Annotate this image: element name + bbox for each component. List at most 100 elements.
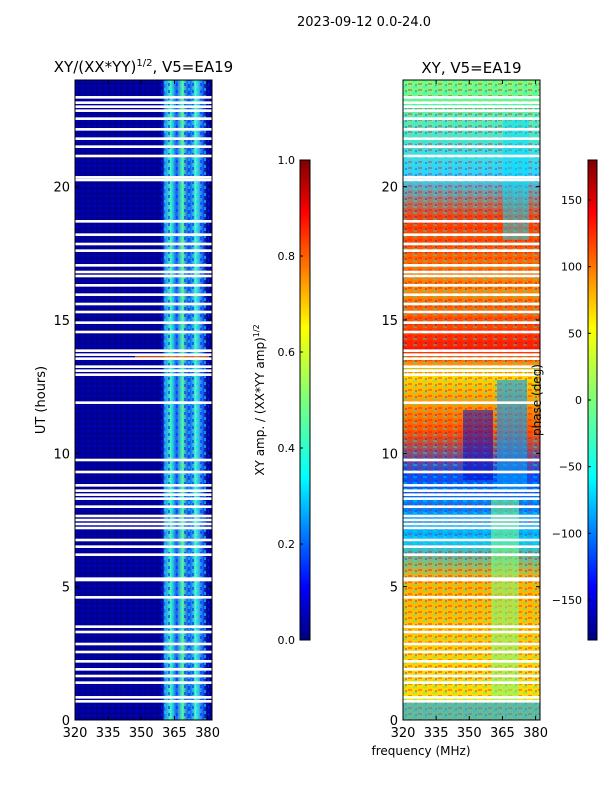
amplitude-flag-gap: [75, 674, 212, 678]
amplitude-colorbar-label-sup: 1/2: [252, 324, 261, 337]
phase-flag-gap: [403, 321, 540, 324]
phase-x-tick-label: 380: [523, 726, 548, 741]
amplitude-flag-gap: [75, 365, 212, 368]
amplitude-flag-gap: [75, 249, 212, 252]
amplitude-flag-gap: [75, 577, 212, 580]
phase-x-tick-label: 320: [391, 726, 416, 741]
amplitude-flag-gap: [75, 310, 212, 314]
amplitude-flag-gap: [75, 293, 212, 296]
amplitude-colorbar-ticks: 0.0 0.2 0.4 0.6 0.8 1.0: [278, 154, 303, 647]
phase-flag-gap: [403, 526, 540, 530]
phase-flag-gap: [403, 596, 540, 599]
phase-flag-gap: [403, 668, 540, 671]
amplitude-flag-gap: [75, 630, 212, 634]
phase-flag-gap: [403, 505, 540, 508]
phase-flag-gap: [403, 660, 540, 663]
amplitude-flag-gap: [75, 696, 212, 699]
phase-flag-gap: [403, 696, 540, 699]
phase-flag-gap: [403, 484, 540, 487]
phase-flag-gap: [403, 650, 540, 654]
amplitude-flag-gap: [75, 518, 212, 522]
amplitude-flag-gap: [75, 274, 212, 278]
amplitude-axes-frame: [74, 79, 213, 721]
phase-flag-gap: [403, 302, 540, 306]
amplitude-flag-gap: [75, 700, 212, 703]
phase-colorbar-ticks: 150 100 50 0 −50 −100 −150: [552, 194, 591, 607]
amplitude-flag-gap: [75, 538, 212, 542]
amplitude-colorbar-tick-label: 0.4: [278, 442, 296, 455]
phase-flag-gap: [403, 700, 540, 703]
amplitude-flag-gap: [75, 330, 212, 334]
amplitude-flag-gap: [75, 681, 212, 684]
amplitude-flag-gap: [75, 128, 212, 131]
amplitude-flag-gap: [75, 302, 212, 306]
phase-flag-gap: [403, 101, 540, 104]
amplitude-flag-gap: [75, 284, 212, 287]
amplitude-x-tick-label: 320: [63, 726, 88, 741]
phase-flag-gap: [403, 109, 540, 112]
amplitude-y-tick-label: 5: [62, 581, 70, 596]
phase-flag-gap: [403, 493, 540, 496]
phase-flag-gap: [403, 137, 540, 140]
amplitude-flag-gap: [75, 484, 212, 487]
phase-flag-gap: [403, 242, 540, 246]
phase-colorbar-label: phase (deg): [530, 364, 544, 436]
phase-flag-gap: [403, 176, 540, 179]
amplitude-flag-gap: [75, 545, 212, 548]
phase-flag-gap: [403, 154, 540, 158]
amplitude-flag-gap: [75, 470, 212, 474]
phase-flag-gap: [403, 681, 540, 684]
amplitude-y-tick-label: 15: [53, 314, 70, 329]
phase-flag-gap: [403, 522, 540, 526]
amplitude-flag-gap: [75, 349, 212, 352]
phase-flag-gap: [403, 310, 540, 314]
phase-flag-gap: [403, 365, 540, 368]
phase-colorbar-tick-label: −150: [552, 594, 582, 607]
amplitude-flag-gap: [75, 660, 212, 663]
amplitude-flag-gap: [75, 642, 212, 646]
amplitude-flag-gap: [75, 137, 212, 140]
phase-flag-gap: [403, 577, 540, 580]
phase-y-ticks: 0 5 10 15 20: [381, 181, 540, 729]
phase-colorbar-tick-label: 0: [575, 394, 582, 407]
amplitude-x-tick-label: 380: [195, 726, 220, 741]
phase-flag-gap: [403, 178, 540, 182]
phase-flag-gap: [403, 264, 540, 267]
amplitude-flag-gap: [75, 270, 212, 274]
amplitude-flag-gap: [75, 578, 212, 582]
x-axis-label: frequency (MHz): [371, 744, 470, 758]
phase-panel-title: XY, V5=EA19: [421, 59, 521, 77]
amplitude-colorbar-label-main: XY amp. / (XX*YY amp): [253, 337, 267, 475]
amplitude-y-axis-label: UT (hours): [34, 366, 49, 434]
phase-flag-gap: [403, 274, 540, 278]
amplitude-flag-gap: [75, 154, 212, 158]
amplitude-colorbar-tick-label: 0.2: [278, 538, 296, 551]
phase-heatmap: [403, 80, 540, 720]
phase-flag-gap: [403, 514, 540, 518]
amplitude-flag-gap: [75, 596, 212, 599]
amplitude-colorbar: 0.0 0.2 0.4 0.6 0.8 1.0 XY amp. / (XX*YY amp)…: [252, 154, 311, 647]
amplitude-title-main: XY/(XX*YY): [54, 58, 137, 76]
amplitude-flag-gap: [75, 264, 212, 267]
phase-flag-gap: [403, 349, 540, 352]
phase-x-tick-label: 365: [490, 726, 515, 741]
phase-colorbar-tick-label: −50: [559, 461, 582, 474]
amplitude-flag-gap: [75, 369, 212, 372]
amplitude-flag-gap: [75, 357, 212, 360]
phase-flag-gap: [403, 330, 540, 334]
amplitude-flag-gap: [75, 489, 212, 492]
phase-axes-frame: [402, 79, 541, 721]
amplitude-flag-gap: [75, 109, 212, 112]
amplitude-colorbar-tick-label: 0.0: [278, 634, 296, 647]
phase-panel: XY, V5=EA19: [381, 59, 548, 741]
phase-flag-gap: [403, 105, 540, 108]
amplitude-flag-gap: [75, 220, 212, 223]
amplitude-flag-gap: [75, 625, 212, 628]
phase-flag-gap: [403, 117, 540, 120]
phase-flag-gap: [403, 128, 540, 131]
amplitude-flag-gap: [75, 105, 212, 108]
amplitude-flag-gap: [75, 650, 212, 654]
amplitude-x-tick-label: 335: [96, 726, 121, 741]
phase-flag-gap: [403, 293, 540, 296]
